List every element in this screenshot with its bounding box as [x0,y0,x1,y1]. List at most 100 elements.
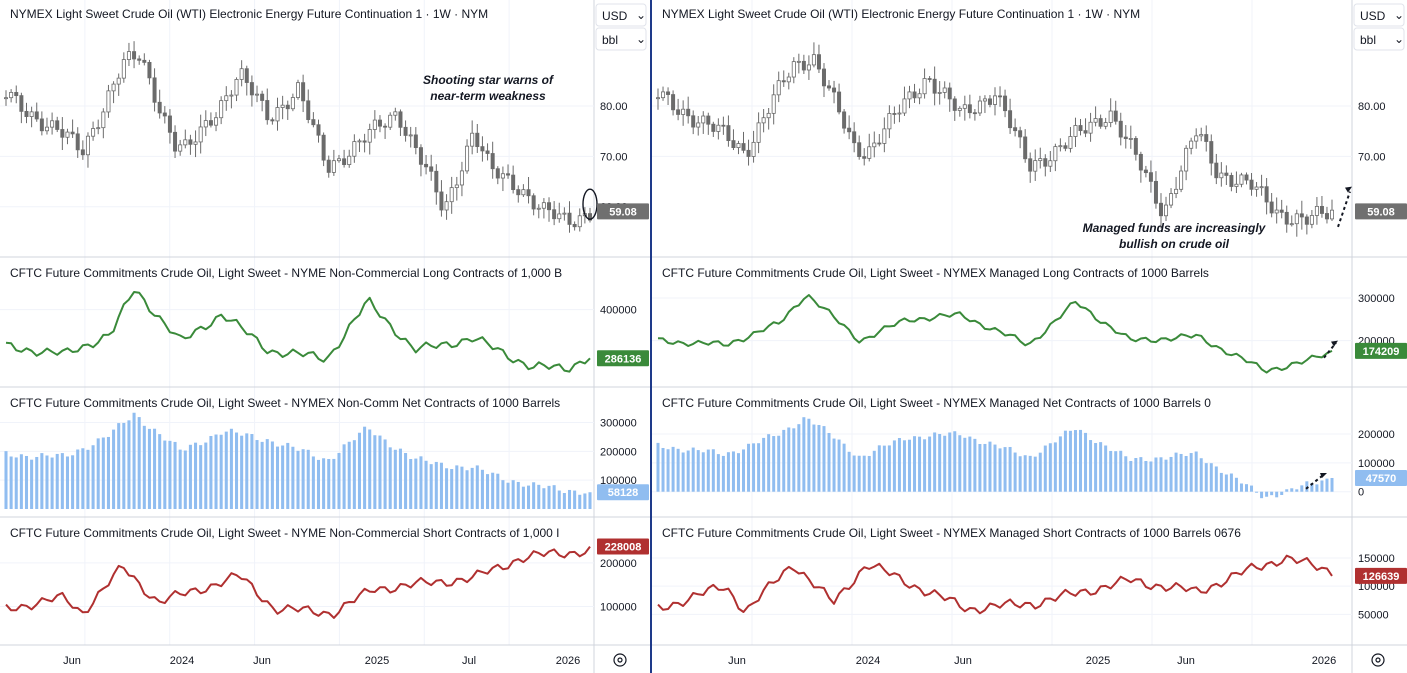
candle[interactable] [126,42,131,67]
net-bar[interactable] [291,446,295,509]
candle[interactable] [706,112,711,135]
candle[interactable] [912,83,917,103]
candle[interactable] [671,90,676,116]
net-bar[interactable] [194,442,198,509]
net-bar[interactable] [409,459,413,509]
net-bar[interactable] [681,452,685,492]
net-bar[interactable] [827,432,831,492]
candle[interactable] [721,116,726,135]
net-bar[interactable] [1124,456,1128,492]
candle[interactable] [1098,114,1103,129]
candle[interactable] [1058,138,1063,152]
candle[interactable] [167,109,172,144]
candle[interactable] [1013,118,1018,137]
candle[interactable] [942,81,947,99]
net-bar[interactable] [204,442,208,509]
candle[interactable] [316,119,321,143]
net-bar[interactable] [383,439,387,509]
net-bar[interactable] [862,455,866,492]
net-bar[interactable] [327,458,331,509]
net-bar[interactable] [1008,446,1012,492]
net-bar[interactable] [224,431,228,509]
candle[interactable] [1023,129,1028,163]
net-bar[interactable] [837,439,841,492]
net-bar[interactable] [547,485,551,509]
net-bar[interactable] [902,440,906,492]
candle[interactable] [656,88,661,110]
net-bar[interactable] [1219,472,1223,492]
net-bar[interactable] [792,428,796,492]
candle[interactable] [321,132,326,167]
candle[interactable] [676,98,681,121]
net-bar[interactable] [1310,483,1314,492]
net-bar[interactable] [516,481,520,509]
candle[interactable] [536,204,541,219]
net-bar[interactable] [465,470,469,509]
candle[interactable] [1123,125,1128,149]
net-bar[interactable] [117,423,121,509]
candle[interactable] [506,164,511,179]
candle[interactable] [811,42,816,68]
net-bar[interactable] [475,465,479,509]
candle[interactable] [173,125,178,159]
net-bar[interactable] [928,436,932,492]
candle[interactable] [1078,118,1083,136]
net-bar[interactable] [71,455,75,509]
net-bar[interactable] [1224,474,1228,492]
net-bar[interactable] [706,449,710,492]
candle[interactable] [696,115,701,136]
net-bar[interactable] [1134,458,1138,492]
candle[interactable] [14,85,19,104]
net-bar[interactable] [1018,456,1022,492]
candle[interactable] [531,193,536,216]
net-bar[interactable] [50,457,54,509]
candle[interactable] [842,109,847,134]
candle[interactable] [1330,199,1335,222]
candle[interactable] [541,198,546,219]
net-bar[interactable] [1104,445,1108,492]
net-bar[interactable] [943,435,947,492]
net-bar[interactable] [993,444,997,492]
candle[interactable] [408,126,413,148]
candle[interactable] [265,88,270,125]
candle[interactable] [852,122,857,153]
net-bar[interactable] [1154,457,1158,492]
candle[interactable] [987,95,992,108]
candle[interactable] [716,118,721,140]
candle[interactable] [137,55,142,65]
candle[interactable] [982,95,987,114]
net-bar[interactable] [1174,452,1178,492]
net-bar[interactable] [1270,491,1274,496]
candle[interactable] [1133,136,1138,161]
candle[interactable] [902,86,907,116]
net-bar[interactable] [1275,491,1279,498]
net-bar[interactable] [178,449,182,509]
net-bar[interactable] [1003,447,1007,492]
candle[interactable] [260,90,265,112]
net-bar[interactable] [450,469,454,509]
candle[interactable] [44,117,49,135]
net-bar[interactable] [797,424,801,492]
net-bar[interactable] [316,459,321,509]
net-bar[interactable] [127,420,131,509]
candle[interactable] [193,130,198,158]
net-bar[interactable] [973,438,977,492]
candle[interactable] [162,106,167,124]
candle[interactable] [75,127,80,158]
net-bar[interactable] [807,418,811,492]
candle[interactable] [1304,214,1309,235]
net-bar[interactable] [1063,430,1067,492]
net-bar[interactable] [998,448,1002,492]
candle[interactable] [681,100,686,126]
candle[interactable] [806,55,811,80]
candle[interactable] [1148,160,1153,193]
candle[interactable] [490,141,495,179]
net-bar[interactable] [106,436,110,509]
net-bar[interactable] [275,446,280,509]
net-bar[interactable] [9,456,13,509]
net-bar[interactable] [19,454,23,509]
net-bar[interactable] [91,445,95,509]
unit-selector[interactable]: bbl ⌄ [595,27,647,51]
candle[interactable] [9,89,14,103]
candle[interactable] [526,177,531,204]
